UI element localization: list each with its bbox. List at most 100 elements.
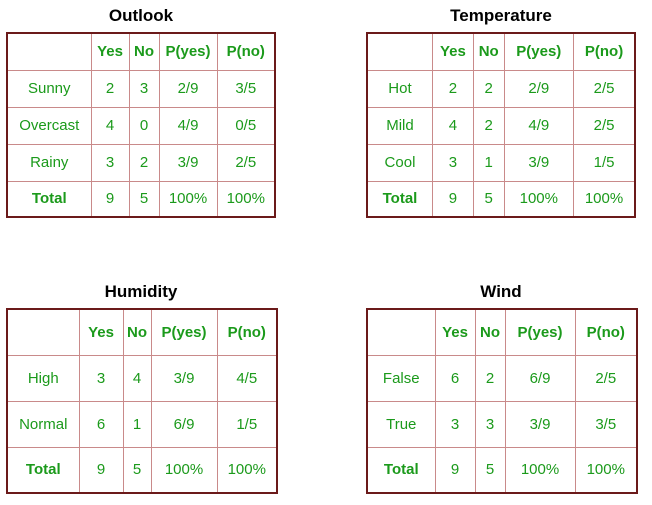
table-row: High 3 4 3/9 4/5 [6, 354, 278, 402]
header-p-no: P(no) [216, 308, 278, 356]
panel-title: Humidity [104, 282, 178, 301]
header-p-yes: P(yes) [504, 308, 576, 356]
table-row: True 3 3 3/9 3/5 [366, 400, 638, 448]
p-no-total: 100% [574, 446, 638, 494]
header-yes: Yes [90, 32, 130, 71]
panel-title: Wind [480, 282, 522, 301]
no-total: 5 [472, 180, 505, 218]
row-label: False [366, 354, 436, 402]
p-no: 1/5 [216, 400, 278, 448]
header-p-no: P(no) [216, 32, 276, 71]
panel-title: Temperature [450, 6, 552, 25]
p-yes: 6/9 [504, 354, 576, 402]
header-cell [366, 32, 433, 71]
table-row: Overcast 4 0 4/9 0/5 [6, 106, 276, 145]
header-row: Yes No P(yes) P(no) [366, 308, 638, 356]
p-yes: 3/9 [504, 400, 576, 448]
p-yes-total: 100% [503, 180, 575, 218]
no-count: 3 [474, 400, 506, 448]
table-row: Sunny 2 3 2/9 3/5 [6, 69, 276, 108]
humidity-table: Yes No P(yes) P(no) High 3 4 3/9 4/5 Nor… [6, 308, 278, 494]
header-no: No [128, 32, 160, 71]
total-label: Total [366, 446, 436, 494]
no-count: 2 [472, 106, 505, 145]
header-yes: Yes [434, 308, 476, 356]
table-row: Hot 2 2 2/9 2/5 [366, 69, 636, 108]
total-label: Total [6, 180, 92, 218]
row-label: True [366, 400, 436, 448]
table-row: Cool 3 1 3/9 1/5 [366, 143, 636, 182]
p-no: 2/5 [573, 69, 636, 108]
header-no: No [472, 32, 505, 71]
p-yes-total: 100% [150, 446, 218, 494]
header-cell [366, 308, 436, 356]
p-no: 1/5 [573, 143, 636, 182]
total-row: Total 9 5 100% 100% [366, 446, 638, 494]
no-total: 5 [128, 180, 160, 218]
no-total: 5 [122, 446, 152, 494]
header-yes: Yes [431, 32, 474, 71]
p-no-total: 100% [216, 180, 276, 218]
p-no: 0/5 [216, 106, 276, 145]
p-no: 2/5 [216, 143, 276, 182]
p-yes: 4/9 [158, 106, 218, 145]
temperature-panel: Temperature Yes No P(yes) P(no) Hot 2 2 … [366, 6, 636, 218]
yes-total: 9 [90, 180, 130, 218]
p-yes: 3/9 [150, 354, 218, 402]
no-count: 2 [128, 143, 160, 182]
no-count: 1 [122, 400, 152, 448]
temperature-table: Yes No P(yes) P(no) Hot 2 2 2/9 2/5 Mild… [366, 32, 636, 218]
no-count: 1 [472, 143, 505, 182]
outlook-panel: Outlook Yes No P(yes) P(no) Sunny 2 3 2/… [6, 6, 276, 218]
no-count: 3 [128, 69, 160, 108]
yes-count: 2 [431, 69, 474, 108]
yes-count: 6 [78, 400, 124, 448]
yes-count: 3 [431, 143, 474, 182]
header-p-yes: P(yes) [503, 32, 575, 71]
total-row: Total 9 5 100% 100% [366, 180, 636, 218]
no-total: 5 [474, 446, 506, 494]
header-no: No [474, 308, 506, 356]
yes-total: 9 [431, 180, 474, 218]
p-no: 4/5 [216, 354, 278, 402]
header-cell [6, 32, 92, 71]
yes-count: 3 [78, 354, 124, 402]
no-count: 2 [472, 69, 505, 108]
row-label: High [6, 354, 80, 402]
p-yes: 3/9 [503, 143, 575, 182]
p-yes-total: 100% [504, 446, 576, 494]
yes-total: 9 [78, 446, 124, 494]
yes-count: 3 [90, 143, 130, 182]
p-yes: 6/9 [150, 400, 218, 448]
header-row: Yes No P(yes) P(no) [6, 308, 278, 356]
yes-count: 6 [434, 354, 476, 402]
yes-count: 4 [431, 106, 474, 145]
row-label: Cool [366, 143, 433, 182]
table-row: Normal 6 1 6/9 1/5 [6, 400, 278, 448]
p-yes: 2/9 [158, 69, 218, 108]
p-yes: 4/9 [503, 106, 575, 145]
yes-total: 9 [434, 446, 476, 494]
total-label: Total [6, 446, 80, 494]
header-row: Yes No P(yes) P(no) [366, 32, 636, 71]
humidity-panel: Humidity Yes No P(yes) P(no) High 3 4 3/… [6, 282, 278, 494]
row-label: Hot [366, 69, 433, 108]
p-no: 3/5 [574, 400, 638, 448]
yes-count: 3 [434, 400, 476, 448]
total-row: Total 9 5 100% 100% [6, 446, 278, 494]
no-count: 0 [128, 106, 160, 145]
total-row: Total 9 5 100% 100% [6, 180, 276, 218]
p-no-total: 100% [573, 180, 636, 218]
wind-panel: Wind Yes No P(yes) P(no) False 6 2 6/9 2… [366, 282, 638, 494]
p-no-total: 100% [216, 446, 278, 494]
yes-count: 4 [90, 106, 130, 145]
no-count: 2 [474, 354, 506, 402]
header-p-yes: P(yes) [150, 308, 218, 356]
header-no: No [122, 308, 152, 356]
header-row: Yes No P(yes) P(no) [6, 32, 276, 71]
table-row: False 6 2 6/9 2/5 [366, 354, 638, 402]
p-yes: 2/9 [503, 69, 575, 108]
header-cell [6, 308, 80, 356]
row-label: Normal [6, 400, 80, 448]
outlook-table: Yes No P(yes) P(no) Sunny 2 3 2/9 3/5 Ov… [6, 32, 276, 218]
